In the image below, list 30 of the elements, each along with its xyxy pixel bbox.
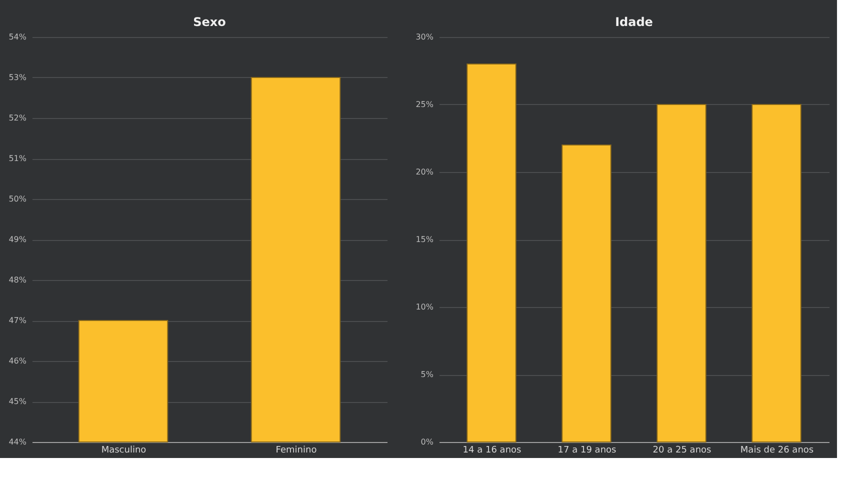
x-tick-label: 20 a 25 anos	[652, 446, 712, 456]
bar	[656, 104, 706, 442]
bar	[466, 64, 516, 442]
x-tick-label: 14 a 16 anos	[462, 446, 522, 456]
y-tick-label: 50%	[8, 194, 27, 204]
chart-title: Sexo	[193, 15, 226, 29]
y-tick-label: 45%	[8, 397, 27, 406]
y-tick-label: 54%	[8, 32, 27, 42]
x-tick-label: 17 a 19 anos	[558, 446, 617, 456]
y-tick-label: 46%	[8, 356, 27, 366]
y-tick-label: 52%	[8, 114, 27, 122]
x-tick-label: Feminino	[276, 446, 318, 456]
y-tick-label: 10%	[416, 302, 434, 312]
bar	[562, 144, 612, 442]
y-tick-label: 48%	[8, 276, 27, 284]
y-tick-label: 51%	[8, 154, 27, 163]
y-tick-label: 0%	[420, 438, 434, 446]
y-tick-label: 49%	[8, 235, 27, 244]
x-tick-label: Mais de 26 anos	[740, 446, 814, 456]
y-tick-label: 20%	[416, 168, 434, 176]
y-tick-label: 15%	[416, 235, 434, 244]
y-tick-label: 53%	[8, 73, 27, 82]
y-tick-label: 5%	[420, 370, 434, 379]
bar	[752, 104, 802, 442]
y-tick-label: 25%	[416, 100, 434, 109]
x-tick-label: Masculino	[101, 446, 147, 456]
chart-title: Idade	[615, 15, 653, 29]
y-tick-label: 47%	[8, 316, 27, 325]
y-tick-label: 44%	[8, 438, 27, 446]
y-tick-label: 30%	[416, 32, 434, 42]
